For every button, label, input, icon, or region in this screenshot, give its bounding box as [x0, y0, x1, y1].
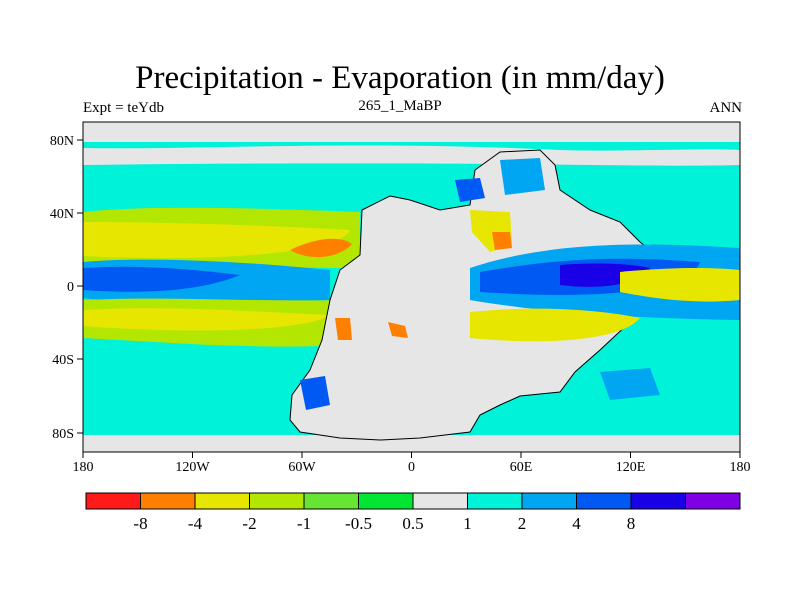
- tethys-dry-max: [492, 232, 512, 250]
- colorbar-swatch: [685, 492, 741, 510]
- band-north-light: [83, 145, 740, 166]
- period-label: 265_1_MaBP: [358, 98, 442, 114]
- y-tick-label: 40N: [50, 207, 74, 222]
- season-label: ANN: [709, 100, 743, 116]
- y-axis: 80N 40N 0 40S 80S: [50, 134, 83, 442]
- south-dry-max: [388, 322, 408, 338]
- map-field: [83, 122, 740, 452]
- colorbar-label: 8: [627, 514, 636, 533]
- band-south-dry-core: [83, 308, 330, 331]
- colorbar-label: 1: [463, 514, 472, 533]
- colorbar-label: 0.5: [402, 514, 423, 533]
- east-south-dry: [470, 308, 640, 342]
- y-tick-label: 80N: [50, 134, 74, 149]
- band-south-polar: [83, 435, 740, 452]
- x-axis: 180 120W 60W 0 60E 120E 180: [73, 452, 751, 475]
- colorbar: -8 -4 -2 -1 -0.5 0.5 1 2 4 8: [85, 492, 741, 533]
- colorbar-swatch: [521, 492, 577, 510]
- colorbar-label: -0.5: [345, 514, 372, 533]
- x-tick-label: 60E: [510, 460, 533, 475]
- colorbar-label: -1: [297, 514, 311, 533]
- x-tick-label: 120W: [175, 460, 210, 475]
- colorbar-label: -2: [242, 514, 256, 533]
- colorbar-swatch: [303, 492, 359, 510]
- colorbar-label: 2: [518, 514, 527, 533]
- y-tick-label: 0: [67, 280, 74, 295]
- x-tick-label: 180: [730, 460, 751, 475]
- colorbar-swatch: [140, 492, 196, 510]
- colorbar-label: 4: [572, 514, 581, 533]
- colorbar-swatch: [85, 492, 141, 510]
- chart-title: Precipitation - Evaporation (in mm/day): [135, 60, 665, 96]
- band-north-polar: [83, 122, 740, 142]
- x-tick-label: 60W: [288, 460, 316, 475]
- south-wet-patch: [300, 376, 330, 410]
- band-north-dry-core: [83, 222, 350, 259]
- band-equator-core: [83, 266, 240, 292]
- y-tick-label: 80S: [52, 427, 74, 442]
- experiment-label: Expt = teYdb: [83, 100, 164, 116]
- colorbar-swatch: [630, 492, 686, 510]
- east-dry-tongue: [620, 268, 740, 302]
- y-tick-label: 40S: [52, 353, 74, 368]
- x-tick-label: 0: [408, 460, 415, 475]
- north-wet-patch: [455, 178, 485, 202]
- north-dry-max: [290, 238, 352, 258]
- colorbar-swatch: [412, 492, 468, 510]
- colorbar-label: -4: [188, 514, 203, 533]
- colorbar-swatch: [194, 492, 250, 510]
- colorbar-label: -8: [133, 514, 147, 533]
- northeast-wet-patch: [500, 158, 545, 195]
- southeast-wet-patch: [600, 368, 660, 400]
- x-tick-label: 120E: [616, 460, 646, 475]
- colorbar-swatch: [467, 492, 523, 510]
- colorbar-swatch: [358, 492, 414, 510]
- sw-dry-max: [335, 318, 352, 340]
- colorbar-swatch: [249, 492, 305, 510]
- x-tick-label: 180: [73, 460, 94, 475]
- colorbar-swatch: [576, 492, 632, 510]
